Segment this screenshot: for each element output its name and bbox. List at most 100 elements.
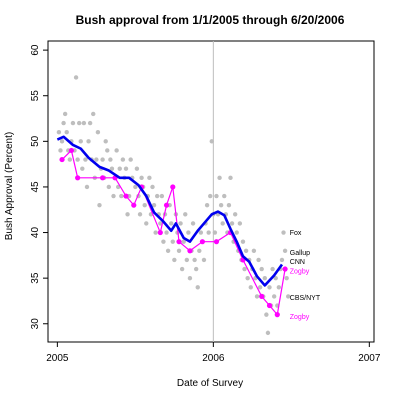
poll-point (198, 230, 204, 235)
poll-point (178, 221, 183, 226)
y-tick-label: 30 (30, 318, 41, 330)
poll-point (105, 148, 110, 153)
poll-point (179, 266, 185, 272)
poll-point (281, 230, 286, 235)
y-tick-label: 40 (30, 227, 41, 239)
poll-point (91, 111, 96, 117)
poll-point (172, 257, 177, 263)
poll-point (217, 175, 222, 181)
y-axis-label: Bush Approval (Percent) (4, 132, 15, 240)
zogby-point (213, 239, 220, 245)
poll-point (170, 239, 175, 244)
poll-point (120, 157, 126, 162)
poll-point (103, 139, 108, 144)
poll-point (183, 212, 188, 217)
poll-point (70, 120, 76, 126)
zogby-point (274, 312, 280, 318)
zogby-line (61, 149, 286, 316)
y-tick-label: 60 (30, 44, 41, 56)
poll-point (87, 120, 93, 126)
poll-point (123, 166, 129, 171)
plot-area: 2005 2006 2007 30 35 40 45 50 55 60 Fox Gallup CNN Zo… (30, 40, 381, 364)
poll-point (83, 157, 88, 162)
poll-point (228, 175, 233, 181)
poll-point (150, 184, 155, 190)
poll-point (137, 212, 143, 217)
zogby-point (163, 202, 170, 208)
poll-point (61, 120, 66, 126)
poll-point (282, 248, 288, 253)
pollster-label: CNN (290, 259, 305, 266)
poll-point (142, 202, 147, 208)
zogby-point (259, 293, 265, 299)
poll-point (243, 248, 249, 253)
poll-point (201, 257, 207, 263)
y-tick-label: 55 (30, 90, 41, 102)
poll-point (106, 184, 112, 190)
poll-point (240, 239, 246, 244)
poll-point (73, 75, 79, 80)
poll-point (206, 230, 211, 235)
poll-point (214, 193, 219, 199)
poll-point (229, 221, 235, 226)
poll-point (187, 275, 193, 281)
poll-point (133, 184, 138, 190)
poll-point (234, 230, 239, 235)
poll-point (209, 139, 214, 144)
poll-point (76, 120, 82, 126)
poll-point (108, 157, 113, 162)
x-tick-label: 2007 (358, 353, 381, 364)
poll-point (251, 248, 257, 253)
poll-point (264, 312, 269, 317)
poll-point (114, 148, 119, 153)
poll-point (80, 166, 85, 171)
poll-point (75, 157, 80, 162)
poll-point (94, 157, 99, 162)
poll-point (176, 248, 182, 253)
zogby-point (123, 193, 129, 199)
poll-point (128, 157, 133, 162)
poll-point (62, 111, 68, 117)
poll-point (84, 184, 90, 190)
poll-point (212, 230, 218, 235)
poll-point (279, 257, 285, 263)
poll-point (273, 275, 278, 281)
poll-point (276, 285, 282, 290)
zogby-point (266, 302, 273, 309)
poll-point (197, 248, 202, 253)
poll-point (164, 230, 169, 235)
poll-point (286, 294, 291, 299)
poll-point (259, 266, 264, 272)
poll-point (284, 275, 289, 281)
poll-point (169, 221, 174, 226)
poll-point (154, 193, 160, 199)
zogby-point (187, 248, 193, 254)
poll-point (153, 230, 158, 235)
poll-point (117, 166, 122, 171)
poll-point (81, 120, 87, 126)
poll-point (195, 285, 200, 290)
y-tick-label: 50 (30, 135, 41, 147)
zogby-point (157, 229, 163, 236)
poll-point (204, 202, 210, 208)
poll-point (111, 193, 116, 199)
poll-point (64, 130, 69, 135)
poll-point (226, 202, 232, 208)
zogby-point (59, 156, 65, 163)
poll-point (151, 202, 157, 208)
poll-point (144, 221, 149, 226)
poll-point (67, 157, 73, 162)
poll-point (193, 266, 199, 272)
zogby-point (282, 266, 288, 272)
poll-point (256, 257, 261, 263)
poll-point (257, 285, 263, 290)
poll-point (265, 330, 271, 336)
y-tick-label: 35 (30, 272, 41, 284)
poll-point (119, 193, 124, 199)
poll-point (271, 294, 277, 299)
pollster-label: CBS/NYT (290, 295, 321, 302)
poll-point (237, 221, 243, 226)
poll-point (248, 285, 253, 290)
poll-point (190, 221, 196, 226)
